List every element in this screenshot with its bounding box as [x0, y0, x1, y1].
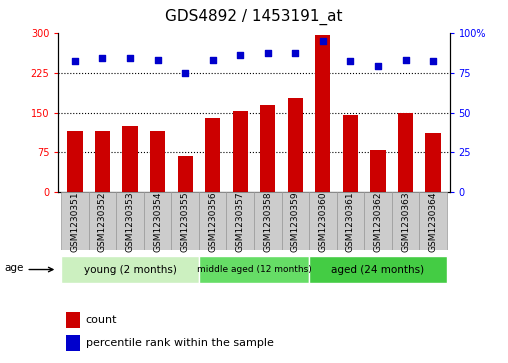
- Text: GSM1230360: GSM1230360: [319, 191, 327, 252]
- Point: [401, 57, 409, 63]
- Text: GSM1230355: GSM1230355: [181, 191, 189, 252]
- Text: GSM1230362: GSM1230362: [373, 191, 383, 252]
- Text: GSM1230361: GSM1230361: [346, 191, 355, 252]
- Bar: [199, 192, 227, 250]
- Bar: [233, 111, 248, 192]
- Bar: [309, 256, 447, 284]
- Bar: [66, 335, 80, 351]
- Bar: [199, 256, 309, 284]
- Bar: [61, 192, 89, 250]
- Point: [346, 58, 355, 64]
- Bar: [315, 35, 330, 192]
- Bar: [122, 126, 138, 192]
- Bar: [364, 192, 392, 250]
- Bar: [171, 192, 199, 250]
- Point: [236, 52, 244, 58]
- Point: [291, 50, 299, 56]
- Point: [264, 50, 272, 56]
- Bar: [343, 115, 358, 192]
- Text: GSM1230359: GSM1230359: [291, 191, 300, 252]
- Text: percentile rank within the sample: percentile rank within the sample: [86, 338, 274, 348]
- Bar: [66, 312, 80, 329]
- Text: GSM1230363: GSM1230363: [401, 191, 410, 252]
- Bar: [392, 192, 419, 250]
- Text: age: age: [5, 263, 24, 273]
- Text: GSM1230353: GSM1230353: [125, 191, 135, 252]
- Bar: [61, 256, 199, 284]
- Bar: [337, 192, 364, 250]
- Bar: [426, 133, 440, 192]
- Text: GSM1230356: GSM1230356: [208, 191, 217, 252]
- Bar: [227, 192, 254, 250]
- Point: [99, 55, 107, 61]
- Point: [319, 38, 327, 44]
- Point: [209, 57, 217, 63]
- Point: [429, 58, 437, 64]
- Bar: [309, 192, 337, 250]
- Bar: [178, 156, 193, 192]
- Bar: [398, 113, 413, 192]
- Point: [126, 55, 134, 61]
- Bar: [370, 150, 386, 192]
- Text: GSM1230358: GSM1230358: [263, 191, 272, 252]
- Bar: [116, 192, 144, 250]
- Point: [71, 58, 79, 64]
- Text: GSM1230357: GSM1230357: [236, 191, 245, 252]
- Text: GSM1230364: GSM1230364: [429, 191, 437, 252]
- Bar: [205, 118, 220, 192]
- Bar: [419, 192, 447, 250]
- Text: count: count: [86, 315, 117, 325]
- Point: [153, 57, 162, 63]
- Bar: [95, 131, 110, 192]
- Text: aged (24 months): aged (24 months): [331, 265, 425, 274]
- Bar: [144, 192, 171, 250]
- Bar: [89, 192, 116, 250]
- Bar: [281, 192, 309, 250]
- Text: GDS4892 / 1453191_at: GDS4892 / 1453191_at: [165, 9, 343, 25]
- Text: GSM1230354: GSM1230354: [153, 191, 162, 252]
- Text: GSM1230351: GSM1230351: [71, 191, 79, 252]
- Bar: [254, 192, 281, 250]
- Bar: [260, 105, 275, 192]
- Point: [374, 63, 382, 69]
- Text: GSM1230352: GSM1230352: [98, 191, 107, 252]
- Text: middle aged (12 months): middle aged (12 months): [197, 265, 311, 274]
- Point: [181, 70, 189, 76]
- Text: young (2 months): young (2 months): [84, 265, 176, 274]
- Bar: [68, 131, 82, 192]
- Bar: [150, 131, 165, 192]
- Bar: [288, 98, 303, 192]
